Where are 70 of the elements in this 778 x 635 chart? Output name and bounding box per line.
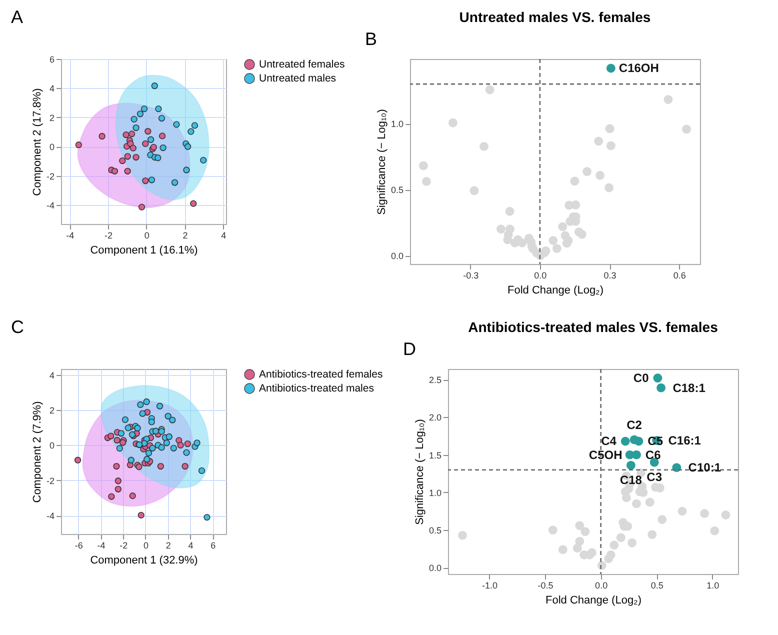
y-tick-label: -2 (46, 476, 54, 486)
y-tick-label: 6 (49, 54, 54, 64)
y-axis-title: Significance (− Log₁₀) (376, 109, 388, 215)
x-tick-label: 0 (143, 540, 148, 550)
y-axis-title: Component 2 (7.9%) (32, 401, 44, 503)
x-tick-label: -6 (74, 540, 83, 550)
text: B (365, 29, 378, 49)
y-tick-label: 0.0 (428, 563, 442, 574)
annotation: C10:1 (688, 460, 722, 475)
legend-label: Untreated males (259, 72, 336, 84)
x-tick-label: 0.0 (534, 270, 547, 280)
x-axis-title: Fold Change (Log₂) (546, 594, 642, 606)
y-tick-label: 4 (49, 84, 54, 94)
legend-label: Antibiotics-treated females (259, 368, 383, 380)
x-tick-label: -4 (97, 540, 106, 550)
x-tick-label: 0.3 (604, 270, 616, 280)
y-tick-label: 1.0 (428, 488, 442, 498)
legend-label: Untreated females (259, 58, 345, 70)
y-tick-label: 2.5 (428, 375, 442, 386)
x-tick-label: -0.3 (463, 270, 479, 280)
annotation: C2 (626, 418, 642, 432)
x-tick-label: 0.6 (673, 270, 686, 280)
y-tick-label: 2.0 (428, 412, 442, 423)
x-tick-label: 0.0 (595, 580, 608, 590)
chart-title: Untreated males VS. females (459, 9, 651, 25)
y-tick-label: -4 (46, 200, 54, 211)
x-tick-label: -0.5 (538, 580, 554, 590)
x-tick-label: 0 (144, 230, 150, 240)
annotation: C3 (646, 470, 662, 484)
y-tick-label: -2 (46, 171, 54, 182)
annotation: C16:1 (668, 433, 702, 448)
x-tick-label: -2 (120, 540, 128, 550)
y-tick-label: -4 (46, 511, 54, 522)
chart-title: Antibiotics-treated males VS. females (468, 319, 718, 335)
y-axis-title: Component 2 (17.8%) (32, 88, 44, 196)
annotation: C18 (620, 472, 642, 487)
annotation: C16OH (618, 61, 659, 76)
x-tick-label: 1.0 (706, 580, 720, 590)
x-axis-title: Fold Change (Log₂) (508, 284, 604, 296)
y-tick-label: 0 (49, 440, 54, 451)
y-tick-label: 2 (49, 405, 54, 416)
x-axis-title: Component 1 (32.9%) (90, 554, 198, 566)
y-tick-label: 4 (49, 370, 54, 380)
x-tick-label: 2 (182, 230, 188, 240)
annotation: C4 (601, 434, 617, 448)
text: A (11, 7, 24, 27)
y-tick-label: 0.5 (390, 185, 404, 196)
x-tick-label: 0.5 (650, 580, 664, 590)
y-tick-label: 1.5 (428, 450, 442, 460)
annotation: C5OH (588, 448, 622, 462)
annotation: C6 (645, 448, 662, 462)
text: C (11, 317, 24, 337)
x-tick-label: 2 (166, 540, 171, 550)
x-tick-label: 4 (188, 540, 194, 550)
y-tick-label: 1.0 (390, 119, 404, 130)
x-tick-label: -2 (104, 230, 113, 240)
y-tick-label: 0 (49, 142, 54, 152)
annotation: C18:1 (672, 380, 706, 395)
y-axis-title: Significance (− Log₁₀) (414, 419, 426, 525)
legend-label: Antibiotics-treated males (259, 382, 374, 394)
x-axis-title: Component 1 (16.1%) (90, 244, 198, 256)
x-tick-label: 6 (210, 540, 216, 550)
y-tick-label: 0.5 (428, 526, 442, 536)
y-tick-label: 2 (49, 112, 54, 123)
annotation: C0 (633, 371, 650, 386)
x-tick-label: 4 (221, 230, 226, 240)
text: D (403, 339, 416, 359)
y-tick-label: 0.0 (390, 251, 404, 262)
x-tick-label: -4 (66, 230, 74, 240)
x-tick-label: -1.0 (482, 580, 498, 590)
